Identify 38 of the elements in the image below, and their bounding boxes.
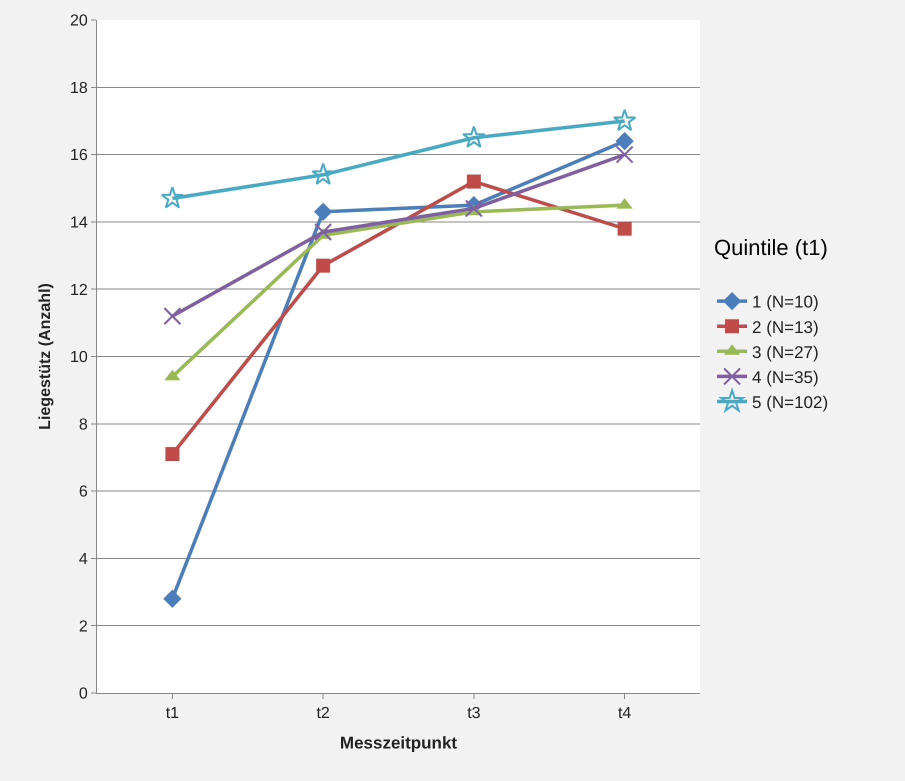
point — [314, 202, 332, 221]
legend-label: 1 (N=10) — [752, 292, 819, 312]
y-axis-title: Liegestütz (Anzahl) — [36, 283, 54, 430]
legend-label: 2 (N=13) — [752, 318, 819, 337]
y-tick-label: 6 — [78, 484, 88, 501]
x-tick-label: t3 — [467, 705, 481, 722]
legend-label: 3 (N=27) — [752, 342, 819, 362]
point — [462, 126, 486, 148]
legend-label: 5 (N=102) — [752, 393, 828, 412]
y-tick-label: 2 — [78, 618, 88, 636]
point — [163, 590, 182, 608]
point — [314, 223, 332, 241]
y-tick-label: 12 — [70, 282, 88, 299]
point — [616, 146, 634, 164]
y-tick-label: 8 — [78, 416, 88, 434]
x-tick-label: t1 — [166, 705, 180, 722]
y-tick-label: 18 — [70, 80, 88, 97]
y-tick-label: 16 — [70, 147, 88, 164]
y-tick-label: 10 — [70, 349, 88, 366]
point — [160, 186, 184, 208]
point — [618, 222, 632, 236]
y-tick-label: 0 — [78, 686, 88, 703]
legend-title: Quintile (t1) — [714, 234, 828, 260]
y-tick-label: 14 — [70, 214, 88, 232]
point — [616, 132, 634, 150]
point — [163, 307, 182, 326]
point — [612, 108, 636, 132]
x-tick-label: t4 — [618, 705, 632, 722]
y-tick-label: 20 — [70, 12, 88, 30]
y-tick-label: 4 — [78, 551, 88, 568]
legend-label: 4 (N=35) — [752, 368, 819, 388]
point — [311, 162, 335, 185]
point — [464, 199, 483, 218]
point — [466, 174, 481, 189]
point — [316, 258, 330, 273]
x-axis-title: Messzeitpunkt — [340, 734, 458, 753]
x-tick-label: t2 — [316, 705, 330, 722]
point — [165, 447, 180, 462]
